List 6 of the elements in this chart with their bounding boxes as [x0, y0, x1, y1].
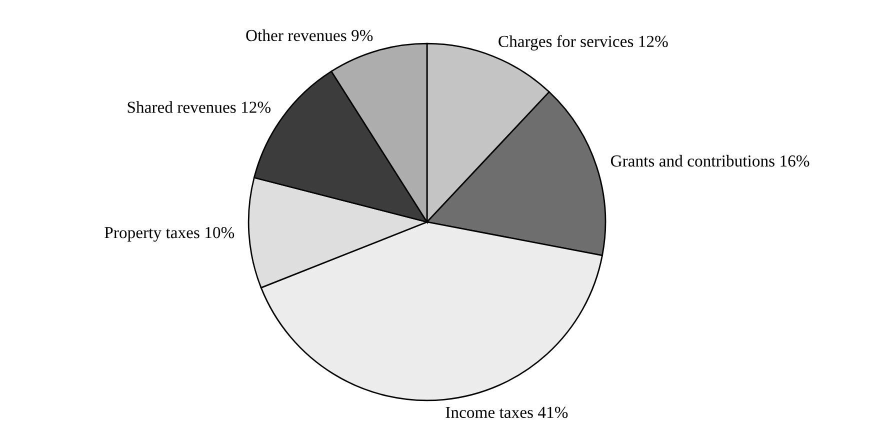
slice-label: Charges for services 12%: [498, 35, 668, 50]
slice-label: Income taxes 41%: [446, 406, 568, 418]
slice-label: Property taxes 10%: [104, 226, 234, 242]
slice-label: Shared revenues 12%: [128, 101, 271, 113]
slice-label: Other revenues 9%: [246, 29, 373, 42]
slice-label: Grants and contributions 16%: [610, 154, 810, 167]
